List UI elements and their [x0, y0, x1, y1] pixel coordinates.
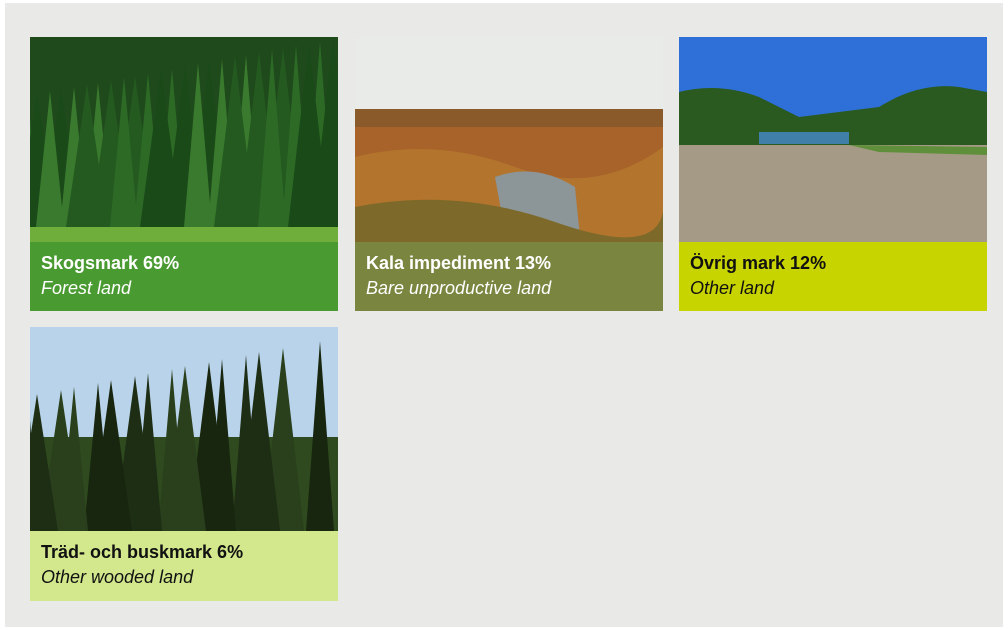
page: Skogsmark 69% Forest land Kala impedimen…: [0, 0, 1008, 630]
card: Träd- och buskmark 6% Other wooded land: [30, 327, 338, 601]
card-title: Kala impediment 13%: [366, 251, 663, 276]
card: Skogsmark 69% Forest land: [30, 37, 338, 311]
card-subtitle: Bare unproductive land: [366, 276, 663, 301]
forest-photo: [30, 37, 338, 242]
card-title: Övrig mark 12%: [690, 251, 987, 276]
card-subtitle: Other wooded land: [41, 565, 338, 590]
wooded-photo: [30, 327, 338, 531]
panel: Skogsmark 69% Forest land Kala impedimen…: [5, 3, 1003, 627]
card-label: Kala impediment 13% Bare unproductive la…: [355, 242, 663, 311]
card-title: Träd- och buskmark 6%: [41, 540, 338, 565]
card-subtitle: Other land: [690, 276, 987, 301]
card-label: Övrig mark 12% Other land: [679, 242, 987, 311]
bog-photo: [355, 37, 663, 242]
field-photo: [679, 37, 987, 242]
card: Övrig mark 12% Other land: [679, 37, 987, 311]
card-subtitle: Forest land: [41, 276, 338, 301]
card-label: Skogsmark 69% Forest land: [30, 242, 338, 311]
card-title: Skogsmark 69%: [41, 251, 338, 276]
card: Kala impediment 13% Bare unproductive la…: [355, 37, 663, 311]
card-label: Träd- och buskmark 6% Other wooded land: [30, 531, 338, 601]
